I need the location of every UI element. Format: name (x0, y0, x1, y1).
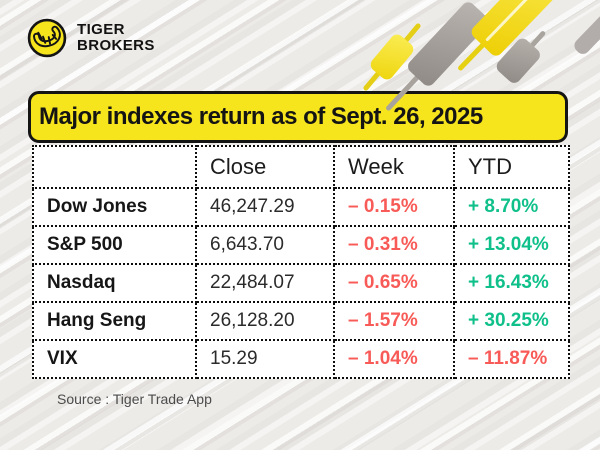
index-name: Dow Jones (32, 187, 197, 227)
close-value: 46,247.29 (195, 187, 335, 227)
close-value: 22,484.07 (195, 263, 335, 303)
col-header-index (32, 145, 197, 189)
table-row: Hang Seng 26,128.20 – 1.57% + 30.25% (32, 301, 570, 341)
ytd-change: + 16.43% (453, 263, 570, 303)
index-name: VIX (32, 339, 197, 379)
table-row: VIX 15.29 – 1.04% – 11.87% (32, 339, 570, 379)
close-value: 26,128.20 (195, 301, 335, 341)
week-change: – 0.15% (333, 187, 455, 227)
brand-name-line2: BROKERS (77, 37, 155, 54)
ytd-change: + 8.70% (453, 187, 570, 227)
source-note: Source : Tiger Trade App (57, 391, 212, 407)
indexes-table: Close Week YTD Dow Jones 46,247.29 – 0.1… (32, 145, 570, 379)
week-change: – 0.65% (333, 263, 455, 303)
ytd-change: + 13.04% (453, 225, 570, 265)
week-change: – 0.31% (333, 225, 455, 265)
index-name: S&P 500 (32, 225, 197, 265)
tiger-tail-logo-icon (27, 18, 67, 58)
title-banner: Major indexes return as of Sept. 26, 202… (28, 91, 568, 143)
index-name: Hang Seng (32, 301, 197, 341)
table-row: Dow Jones 46,247.29 – 0.15% + 8.70% (32, 187, 570, 227)
ytd-change: – 11.87% (453, 339, 570, 379)
col-header-ytd: YTD (453, 145, 570, 189)
col-header-week: Week (333, 145, 455, 189)
week-change: – 1.57% (333, 301, 455, 341)
index-name: Nasdaq (32, 263, 197, 303)
page-title: Major indexes return as of Sept. 26, 202… (39, 103, 483, 130)
brand-wordmark: TIGER BROKERS (77, 22, 155, 54)
col-header-close: Close (195, 145, 335, 189)
close-value: 6,643.70 (195, 225, 335, 265)
brand-name-line1: TIGER (77, 21, 125, 38)
table-row: S&P 500 6,643.70 – 0.31% + 13.04% (32, 225, 570, 265)
table-row: Nasdaq 22,484.07 – 0.65% + 16.43% (32, 263, 570, 303)
ytd-change: + 30.25% (453, 301, 570, 341)
brand-header: TIGER BROKERS (26, 17, 155, 59)
table-header-row: Close Week YTD (32, 145, 570, 189)
week-change: – 1.04% (333, 339, 455, 379)
close-value: 15.29 (195, 339, 335, 379)
